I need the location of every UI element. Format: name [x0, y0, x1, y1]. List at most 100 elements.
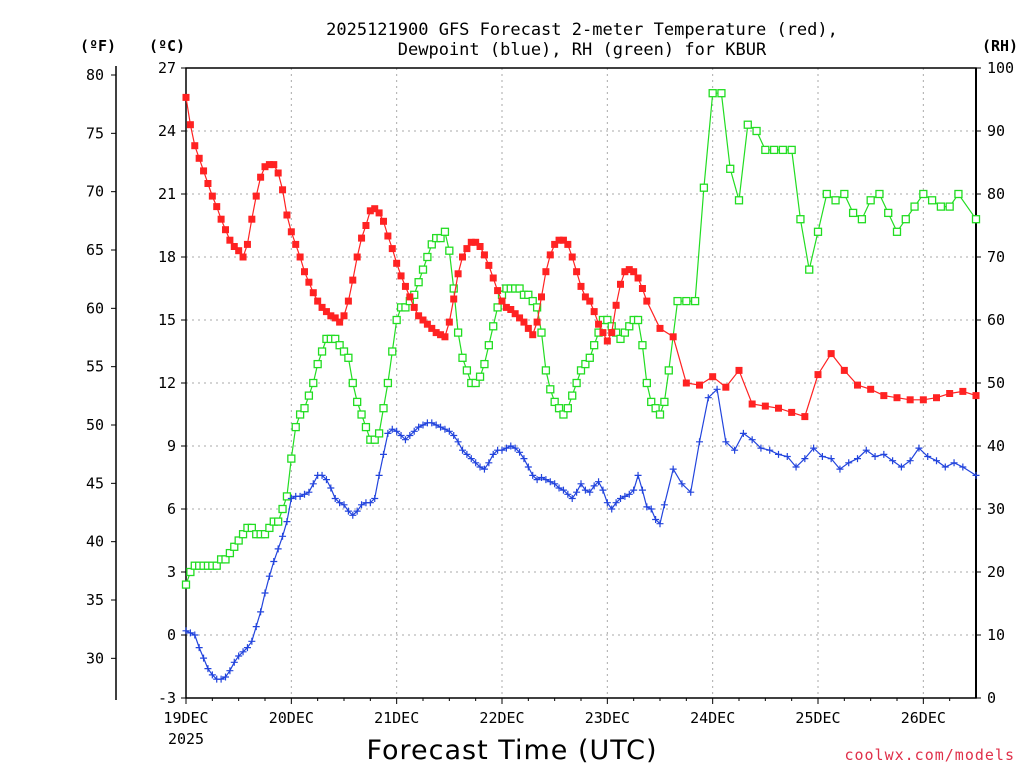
rh-point	[537, 328, 546, 337]
rh-point	[585, 353, 594, 362]
temperature-point	[761, 402, 769, 410]
rh-point	[221, 555, 230, 564]
dewpoint-point	[459, 446, 466, 454]
rh-point	[541, 366, 551, 375]
celsius-tick-label: 9	[167, 437, 176, 455]
temperature-point	[222, 226, 229, 234]
celsius-tick-label: 24	[158, 122, 176, 140]
dewpoint-point	[467, 455, 475, 463]
dewpoint-point	[366, 499, 374, 507]
dewpoint-point	[608, 505, 616, 513]
dewpoint-point	[656, 520, 664, 528]
rh-point	[291, 422, 300, 432]
dewpoint-point	[748, 436, 756, 444]
dewpoint-point	[783, 453, 791, 460]
celsius-axis-label: (ºC)	[149, 37, 185, 55]
fahrenheit-tick-label: 55	[86, 358, 104, 376]
dewpoint-point	[485, 459, 493, 467]
dewpoint-point	[454, 438, 462, 446]
temperature-point	[327, 312, 335, 320]
temperature-point	[827, 350, 835, 358]
temperature-point	[226, 236, 234, 244]
temperature-point	[252, 192, 260, 200]
temperature-point	[318, 303, 326, 311]
rh-point	[655, 410, 665, 419]
temperature-point	[933, 394, 940, 402]
year-label: 2025	[168, 730, 204, 748]
x-axis-title: Forecast Time (UTC)	[366, 735, 657, 766]
dewpoint-point	[612, 499, 620, 507]
rh-point	[857, 215, 867, 224]
temperature-point	[498, 297, 506, 305]
temperature-point	[476, 243, 484, 250]
dewpoint-point	[498, 446, 506, 454]
dewpoint-point	[704, 394, 712, 402]
rh-point	[769, 145, 779, 155]
dewpoint-point	[941, 463, 949, 471]
dewpoint-point	[428, 419, 436, 427]
dewpoint-point	[507, 442, 515, 450]
rh-point	[581, 359, 590, 369]
dewpoint-point	[450, 432, 458, 439]
dewpoint-point	[581, 486, 589, 494]
dewpoint-point	[393, 427, 401, 435]
rh-tick-label: 30	[987, 500, 1005, 518]
temperature-point	[213, 203, 221, 211]
temperature-point	[459, 253, 466, 261]
temperature-point	[432, 329, 440, 337]
rh-point	[238, 530, 248, 539]
dewpoint-point	[731, 446, 739, 454]
temperature-point	[524, 324, 532, 332]
rh-point	[212, 561, 221, 570]
dewpoint-point	[564, 490, 572, 498]
temperature-point	[568, 253, 576, 261]
rh-point	[813, 227, 823, 236]
dewpoint-point	[186, 629, 194, 637]
temperature-point	[748, 400, 756, 408]
temperature-point	[362, 222, 370, 229]
temperature-point	[371, 205, 379, 213]
dewpoint-point	[243, 644, 251, 652]
dewpoint-point	[340, 501, 348, 509]
credit-text: coolwx.com/models	[844, 746, 1015, 764]
temperature-point	[243, 240, 251, 248]
temperature-point	[595, 320, 603, 328]
dewpoint-point	[559, 486, 567, 494]
rh-point	[260, 530, 270, 539]
x-tick-label: 24DEC	[690, 709, 735, 727]
rh-point	[532, 303, 542, 312]
temperature-point	[454, 270, 462, 278]
temperature-point	[292, 240, 300, 248]
dewpoint-point	[445, 427, 453, 435]
dewpoint-point	[810, 444, 818, 452]
rh-point	[787, 145, 796, 155]
rh-point	[546, 385, 555, 394]
temperature-point	[959, 387, 967, 395]
dewpoint-point	[889, 457, 897, 465]
dewpoint-point	[538, 474, 545, 481]
dewpoint-point	[380, 450, 387, 458]
temperature-point	[182, 93, 190, 101]
rh-point	[682, 296, 691, 306]
temperature-point	[564, 240, 572, 248]
temperature-point	[445, 318, 453, 326]
rh-point	[515, 284, 524, 293]
rh-point	[524, 290, 533, 299]
rh-tick-label: 0	[987, 689, 996, 707]
dewpoint-point	[568, 495, 576, 502]
temperature-point	[630, 268, 638, 276]
temperature-point	[200, 167, 208, 175]
rh-point	[374, 429, 384, 438]
rh-point	[616, 334, 625, 344]
celsius-tick-label: 27	[158, 59, 176, 77]
rh-tick-label: 60	[987, 311, 1005, 329]
rh-point	[401, 303, 410, 312]
temperature-point	[239, 253, 247, 261]
dewpoint-point	[586, 488, 594, 496]
dewpoint-point	[621, 492, 629, 500]
dewpoint-point	[349, 511, 357, 519]
dewpoint-point	[226, 667, 234, 675]
rh-point	[234, 536, 243, 545]
temperature-point	[353, 253, 361, 261]
rh-point	[708, 89, 717, 98]
